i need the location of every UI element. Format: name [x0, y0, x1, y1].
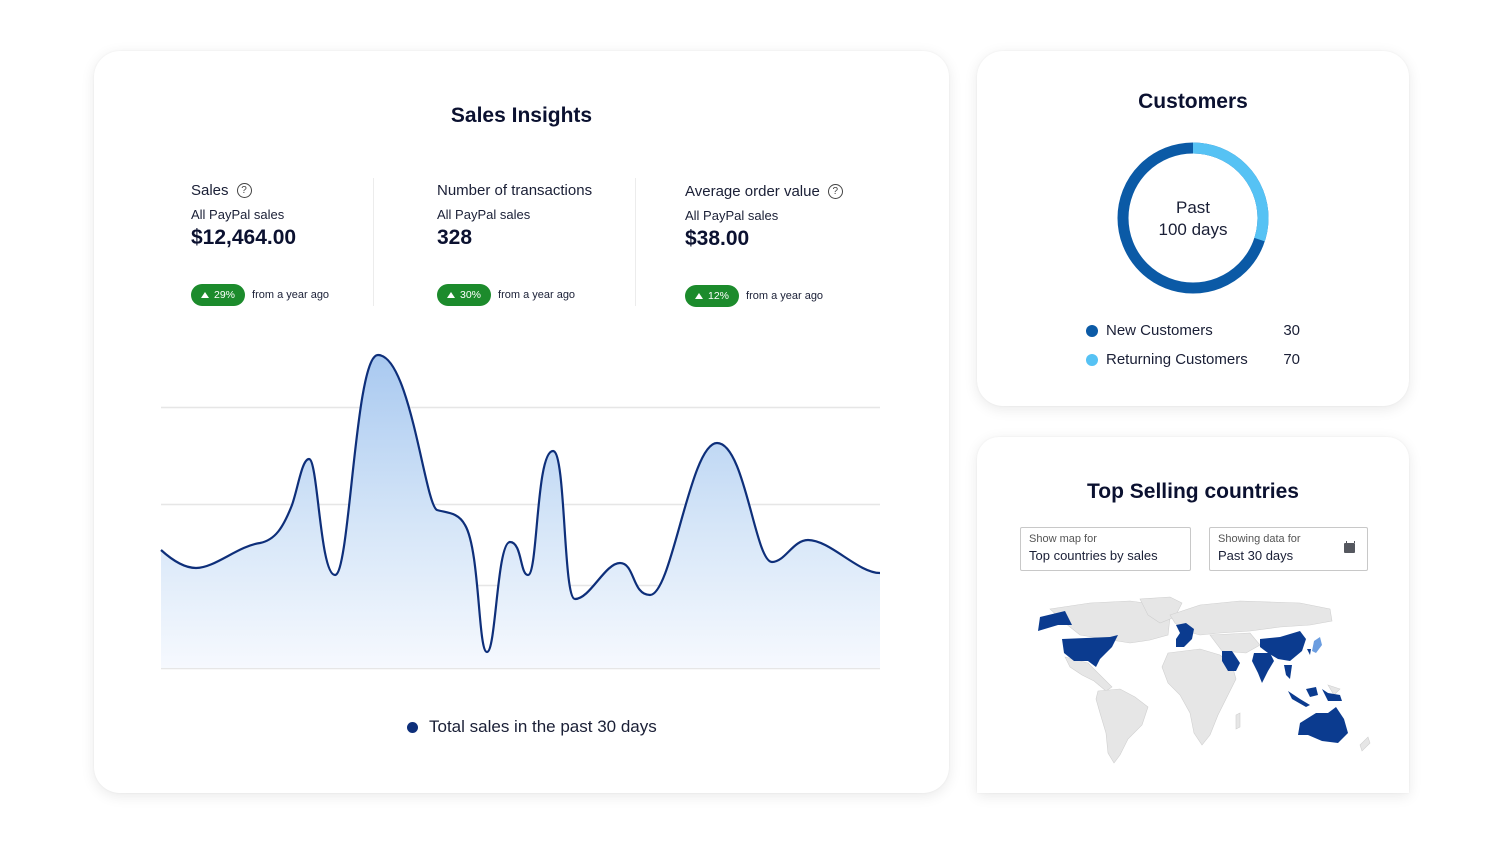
kpi-trend: 30% from a year ago — [437, 284, 575, 306]
select-label: Showing data for — [1218, 533, 1301, 545]
donut-returning-customers-segment — [1117, 142, 1269, 294]
country-western-europe — [1176, 623, 1194, 647]
select-label: Show map for — [1029, 533, 1097, 545]
change-value: 12% — [708, 290, 730, 302]
country-philippines-png — [1322, 689, 1342, 701]
country-indonesia — [1288, 691, 1310, 707]
change-value: 29% — [214, 289, 236, 301]
kpi-sales: Sales? All PayPal sales $12,464.00 29% f… — [191, 180, 329, 306]
country-china — [1260, 631, 1306, 661]
change-text: from a year ago — [498, 289, 576, 301]
country-alaska — [1038, 611, 1072, 631]
kpi-average-order-value: Average order value? All PayPal sales $3… — [685, 181, 843, 307]
country-thailand — [1284, 665, 1292, 679]
country-australia — [1298, 707, 1348, 743]
change-badge: 30% — [437, 284, 492, 306]
map-metric-select[interactable]: Show map for Top countries by sales — [1020, 527, 1191, 571]
legend-dot-icon — [1086, 324, 1098, 337]
country-india — [1252, 653, 1274, 683]
change-text: from a year ago — [252, 289, 330, 301]
sales-insights-title: Sales Insights — [450, 104, 593, 127]
kpi-label: Number of transactions — [437, 181, 593, 199]
kpi-sublabel: All PayPal sales — [191, 207, 285, 222]
kpi-sublabel: All PayPal sales — [437, 207, 531, 222]
change-badge: 29% — [191, 284, 246, 306]
kpi-sublabel: All PayPal sales — [685, 208, 779, 223]
country-saudi-arabia — [1222, 651, 1240, 671]
question-circle-icon[interactable]: ? — [827, 183, 843, 199]
kpi-divider — [635, 178, 636, 306]
arrow-up-icon — [695, 293, 703, 299]
legend-dot-icon — [407, 721, 418, 733]
top-countries-title: Top Selling countries — [1087, 480, 1299, 503]
kpi-value: $12,464.00 — [191, 226, 297, 249]
change-text: from a year ago — [746, 290, 824, 302]
country-south-korea — [1307, 649, 1311, 655]
arrow-up-icon — [201, 292, 209, 298]
kpi-value: $38.00 — [685, 227, 750, 250]
question-circle-icon[interactable]: ? — [236, 182, 252, 198]
donut-center-line2: 100 days — [1158, 220, 1228, 239]
map-land — [1049, 596, 1371, 764]
legend-label: New Customers — [1106, 322, 1213, 339]
arrow-up-icon — [447, 292, 455, 298]
legend-returning-customers: Returning Customers 70 — [1086, 351, 1300, 368]
customers-donut-chart[interactable] — [1115, 140, 1271, 296]
kpi-trend: 29% from a year ago — [191, 284, 329, 306]
kpi-trend: 12% from a year ago — [685, 285, 823, 307]
kpi-label: Sales — [191, 181, 229, 199]
customers-card — [977, 51, 1409, 406]
kpi-transactions: Number of transactions All PayPal sales … — [437, 180, 593, 306]
legend-label: Total sales in the past 30 days — [429, 717, 657, 736]
legend-value: 70 — [1283, 351, 1300, 368]
date-range-select[interactable]: Showing data for Past 30 days — [1209, 527, 1368, 571]
kpi-value: 328 — [437, 226, 473, 249]
map-highlighted-countries — [1038, 611, 1348, 743]
customers-title: Customers — [1138, 90, 1248, 113]
legend-dot-icon — [1086, 353, 1098, 366]
legend-label: Returning Customers — [1106, 351, 1248, 368]
change-value: 30% — [460, 289, 482, 301]
calendar-icon[interactable] — [1344, 541, 1355, 553]
chart-legend: Total sales in the past 30 days — [407, 717, 657, 737]
donut-center-label: Past 100 days — [1133, 197, 1253, 241]
change-badge: 12% — [685, 285, 740, 307]
chart-area-fill — [161, 355, 880, 668]
select-value: Past 30 days — [1218, 548, 1294, 563]
country-malaysia-borneo — [1306, 687, 1318, 697]
kpi-label: Average order value — [685, 182, 820, 200]
country-japan — [1312, 637, 1322, 653]
select-value: Top countries by sales — [1029, 548, 1158, 563]
donut-center-line1: Past — [1175, 198, 1211, 217]
sales-insights-card — [94, 51, 949, 793]
country-united-states — [1062, 635, 1118, 667]
chart-line — [160, 353, 881, 654]
world-map[interactable] — [1010, 595, 1380, 770]
legend-new-customers: New Customers 30 — [1086, 322, 1300, 339]
legend-value: 30 — [1283, 322, 1300, 339]
kpi-divider — [373, 178, 374, 306]
